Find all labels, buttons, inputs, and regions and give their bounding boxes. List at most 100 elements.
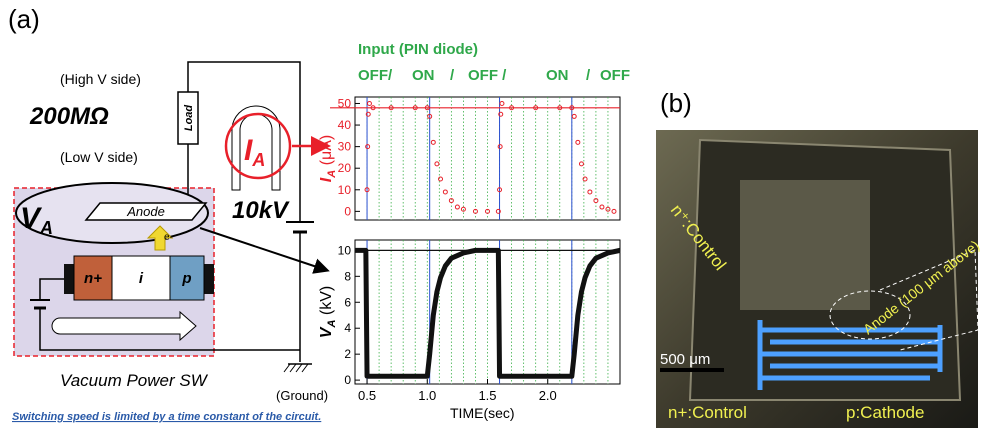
y-label-main: I — [318, 177, 335, 182]
x-tick-label: 0.5 — [358, 388, 376, 403]
data-point — [366, 100, 372, 106]
y-tick-label: 2 — [344, 347, 351, 361]
i-label: i — [139, 270, 144, 287]
y-tick-label: 20 — [338, 161, 352, 175]
electrode — [757, 320, 943, 390]
wire — [187, 61, 301, 222]
low-side: (Low V side) — [60, 149, 138, 165]
data-point — [571, 113, 577, 119]
load-label: Load — [183, 105, 195, 132]
data-point — [370, 105, 376, 111]
ia-label: IA — [244, 134, 265, 170]
data-point — [533, 105, 539, 111]
data-point — [582, 176, 588, 182]
y-axis-label: VA (kV) — [318, 286, 338, 338]
y-label-sub: A — [326, 320, 338, 329]
x-axis-label: TIME(sec) — [450, 405, 515, 421]
y-tick-label: 0 — [344, 204, 351, 218]
data-point — [427, 113, 433, 119]
data-point — [509, 105, 515, 111]
data-point — [587, 189, 593, 195]
y-tick-label: 10 — [338, 183, 352, 197]
wire — [39, 308, 300, 351]
switch-name: Vacuum Power SW — [60, 371, 209, 390]
input-state: / — [586, 67, 591, 84]
x-tick-label: 1.0 — [418, 388, 436, 403]
data-point — [599, 204, 605, 210]
i-region — [111, 255, 171, 301]
data-point — [569, 105, 575, 111]
data-line — [355, 247, 621, 379]
cathode: p:Cathode — [846, 403, 924, 422]
y-tick-label: 6 — [344, 295, 351, 309]
data-point — [472, 208, 478, 214]
schematic: (a) Load (High V side) 200MΩ (Low V side… — [8, 4, 478, 423]
input-state: OFF — [600, 67, 630, 84]
y-tick-label: 40 — [338, 118, 352, 132]
data-point — [485, 208, 490, 214]
data-point — [497, 187, 503, 193]
wire — [39, 278, 64, 300]
panel-label: (a) — [8, 4, 40, 34]
data-point — [557, 105, 563, 111]
input-title: Input (PIN diode) — [358, 41, 478, 58]
anode-label: Anode — [126, 204, 165, 219]
pointer-arrow — [199, 227, 330, 274]
electrode — [760, 327, 940, 381]
data-point — [498, 111, 504, 117]
data-point — [575, 139, 581, 145]
data-point — [365, 111, 371, 117]
data-point — [611, 208, 617, 214]
current-circle — [224, 112, 292, 180]
panel-label: (b) — [660, 88, 692, 118]
input-state: ON — [412, 67, 435, 84]
data-point — [438, 176, 444, 182]
y-tick-label: 0 — [344, 373, 351, 387]
y-tick-label: 50 — [338, 96, 352, 110]
data-point — [388, 105, 394, 111]
electron-arrow — [146, 225, 174, 251]
loop-arrow — [51, 310, 197, 342]
anode-plate — [84, 202, 208, 221]
contact — [204, 264, 214, 294]
y-label-unit: (μA) — [318, 135, 335, 170]
data-point — [497, 144, 503, 150]
n-label: n+ — [84, 270, 102, 287]
va-main: V — [20, 202, 43, 235]
scale-label: 500 μm — [660, 351, 710, 368]
photo-panel: (b) n⁺:Control Anode (100 μm above) 500 … — [656, 88, 982, 428]
data-point — [364, 187, 370, 193]
p-label: p — [181, 270, 191, 287]
x-tick-label: 2.0 — [539, 388, 557, 403]
control-bottom: n+:Control — [668, 403, 747, 422]
input-state: / — [450, 67, 455, 84]
data-point — [448, 198, 454, 204]
data-point — [454, 204, 460, 210]
ia-sub: A — [251, 150, 265, 170]
data-point — [442, 189, 448, 195]
data-point — [365, 144, 371, 150]
n-region — [73, 255, 113, 301]
anode-outline — [829, 290, 911, 340]
p-region — [169, 255, 205, 301]
data-point — [412, 105, 418, 111]
ground — [283, 363, 309, 373]
input-state: ON — [546, 67, 569, 84]
voltage: 10kV — [232, 197, 290, 224]
anode-outline — [879, 249, 979, 351]
y-tick-label: 30 — [338, 140, 352, 154]
y-tick-label: 10 — [338, 243, 352, 257]
ground-label: (Ground) — [276, 388, 328, 403]
current-loop — [231, 105, 281, 191]
data-point — [460, 206, 466, 212]
data-point — [430, 139, 436, 145]
y-label-unit: (kV) — [318, 286, 335, 320]
high-side: (High V side) — [60, 71, 141, 87]
data-point — [424, 105, 430, 111]
data-point — [434, 161, 440, 167]
y-label-main: V — [318, 326, 335, 338]
note-link[interactable]: Switching speed is limited by a time con… — [12, 411, 321, 423]
va-label: VA — [20, 202, 53, 238]
